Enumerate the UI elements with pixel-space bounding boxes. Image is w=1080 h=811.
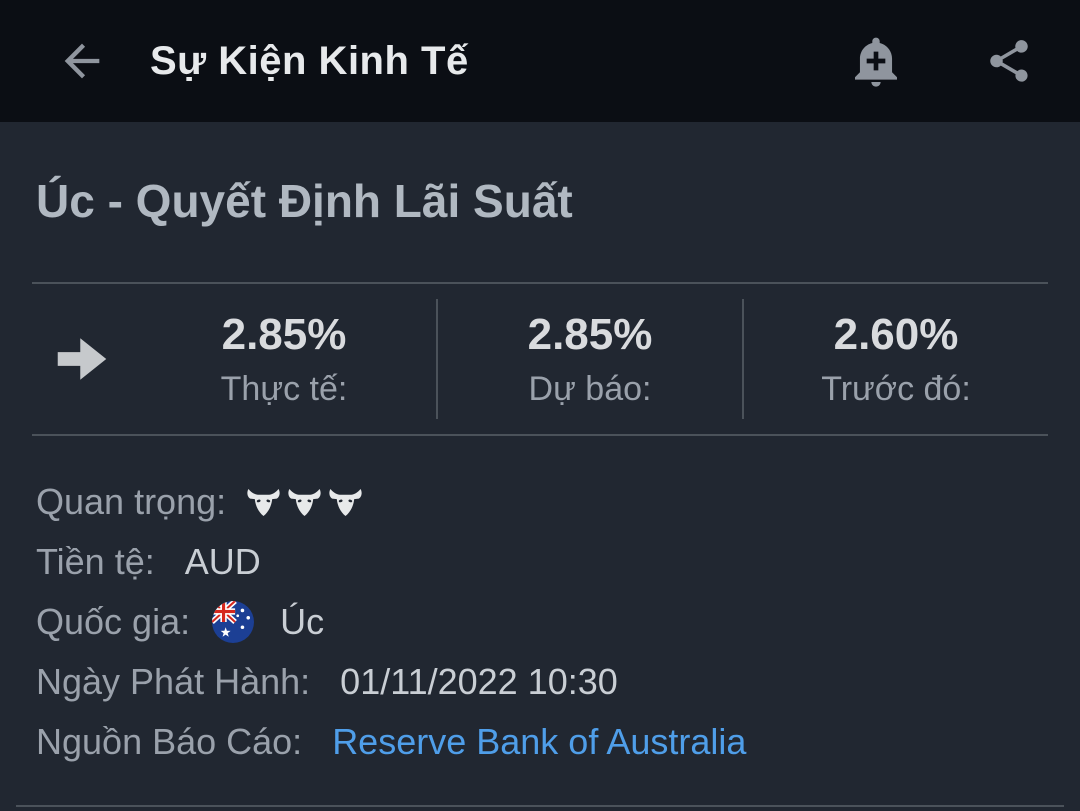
bottom-divider [16, 805, 1064, 807]
previous-value: 2.60% [833, 309, 959, 359]
previous-label: Trước đó: [821, 369, 971, 408]
bull-icon [287, 488, 322, 517]
release-date-row: Ngày Phát Hành: 01/11/2022 10:30 [36, 660, 1080, 704]
page-title: Sự Kiện Kinh Tế [150, 38, 469, 83]
stats-divider [436, 299, 438, 419]
bull-icon [246, 488, 281, 517]
importance-bulls [246, 488, 363, 517]
forecast-value: 2.85% [527, 309, 653, 359]
arrow-left-icon [56, 35, 108, 87]
back-button[interactable] [56, 35, 108, 87]
source-row: Nguồn Báo Cáo: Reserve Bank of Australia [36, 720, 1080, 764]
actual-label: Thực tế: [220, 369, 348, 408]
country-label: Quốc gia: [36, 601, 191, 642]
stats-strip: 2.85% Thực tế: 2.85% Dự báo: 2.60% Trước… [32, 282, 1048, 436]
arrow-right-icon [56, 331, 108, 387]
source-label: Nguồn Báo Cáo: [36, 721, 303, 762]
australia-flag-icon [212, 601, 255, 643]
currency-row: Tiền tệ: AUD [36, 540, 1080, 584]
stat-actual: 2.85% Thực tế: [132, 310, 436, 409]
country-value: Úc [280, 601, 325, 642]
release-date-label: Ngày Phát Hành: [36, 661, 311, 702]
add-alert-button[interactable] [848, 33, 904, 89]
event-details: Quan trọng: [36, 480, 1080, 764]
forecast-label: Dự báo: [528, 369, 652, 408]
direction-box [32, 331, 132, 387]
stat-previous: 2.60% Trước đó: [744, 310, 1048, 409]
importance-label: Quan trọng: [36, 481, 227, 522]
source-link[interactable]: Reserve Bank of Australia [332, 721, 747, 762]
bull-icon [328, 488, 363, 517]
currency-value: AUD [184, 541, 261, 582]
release-date-value: 01/11/2022 10:30 [340, 661, 618, 702]
currency-label: Tiền tệ: [36, 541, 155, 582]
stat-forecast: 2.85% Dự báo: [438, 310, 742, 409]
event-title: Úc - Quyết Định Lãi Suất [36, 175, 573, 227]
share-button[interactable] [984, 36, 1034, 86]
actual-value: 2.85% [221, 309, 347, 359]
share-icon [984, 36, 1034, 86]
country-row: Quốc gia: Úc [36, 600, 1080, 644]
app-bar: Sự Kiện Kinh Tế [0, 0, 1080, 122]
bell-add-icon [848, 33, 904, 89]
importance-row: Quan trọng: [36, 480, 1080, 524]
stats-divider [742, 299, 744, 419]
